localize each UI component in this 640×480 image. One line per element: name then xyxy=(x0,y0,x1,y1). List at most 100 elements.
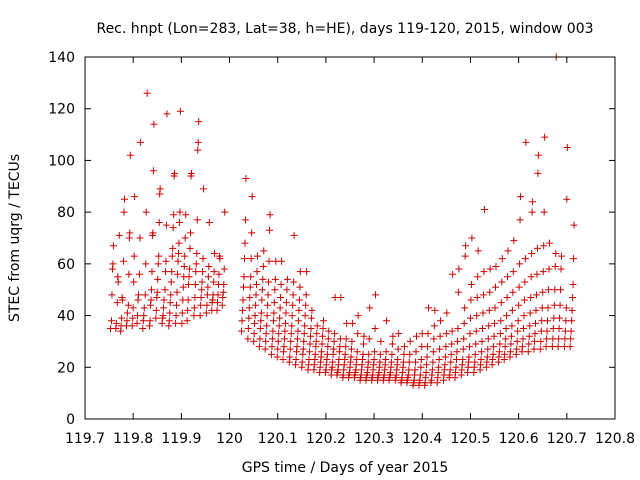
data-point xyxy=(282,299,290,307)
data-point xyxy=(270,309,278,317)
data-point xyxy=(467,281,475,289)
data-point xyxy=(277,293,285,301)
data-point xyxy=(514,327,522,335)
data-point xyxy=(556,301,564,309)
data-point xyxy=(324,343,332,351)
data-point xyxy=(313,330,321,338)
data-point xyxy=(400,343,408,351)
data-point xyxy=(365,350,373,358)
data-point xyxy=(436,345,444,353)
data-point xyxy=(196,312,204,320)
y-tick-label: 60 xyxy=(57,257,75,273)
data-point xyxy=(566,343,574,351)
data-point xyxy=(262,330,270,338)
data-point xyxy=(244,325,252,332)
data-point xyxy=(528,208,536,216)
data-point xyxy=(150,120,158,128)
data-point xyxy=(501,343,509,351)
data-point xyxy=(567,327,575,335)
data-point xyxy=(348,319,356,327)
data-point xyxy=(491,304,499,312)
data-point xyxy=(179,283,187,291)
data-point xyxy=(292,356,300,364)
data-point xyxy=(290,278,298,286)
data-point xyxy=(109,260,117,268)
data-point xyxy=(159,312,167,320)
data-point xyxy=(155,218,163,226)
data-point xyxy=(266,226,274,234)
data-point xyxy=(252,301,260,309)
data-point xyxy=(563,144,571,151)
data-point xyxy=(509,288,517,296)
data-point xyxy=(266,211,274,219)
data-point xyxy=(147,286,155,294)
data-point xyxy=(453,348,461,356)
data-point xyxy=(318,340,326,348)
y-axis-label: STEC from uqrg / TECUs xyxy=(7,154,23,322)
data-point xyxy=(516,260,524,268)
data-point xyxy=(382,356,390,364)
data-point xyxy=(240,255,248,263)
data-point xyxy=(192,268,200,276)
data-point xyxy=(258,296,266,304)
data-point xyxy=(485,322,493,330)
data-point xyxy=(329,358,337,366)
data-point xyxy=(307,325,315,332)
data-point xyxy=(520,312,528,320)
data-point xyxy=(506,348,514,356)
data-point xyxy=(460,335,468,343)
data-point xyxy=(238,317,246,325)
data-point xyxy=(554,343,562,351)
data-point xyxy=(211,250,219,258)
data-point xyxy=(521,278,529,286)
data-point xyxy=(289,291,297,299)
data-point xyxy=(166,299,174,307)
data-point xyxy=(167,278,175,286)
data-point xyxy=(253,281,261,289)
data-point xyxy=(405,358,413,366)
data-point xyxy=(492,283,500,291)
data-point xyxy=(113,299,121,307)
data-point xyxy=(171,169,179,177)
ticks-layer: 119.7 119.8 119.9 120 120.1 120.2 120.3 120.4 12… xyxy=(48,50,635,447)
data-point xyxy=(536,345,544,353)
data-point xyxy=(247,273,255,281)
data-point xyxy=(128,322,136,330)
data-point xyxy=(210,278,218,286)
data-point xyxy=(258,286,266,294)
data-point xyxy=(238,327,246,335)
data-point xyxy=(570,255,578,263)
data-point xyxy=(199,255,207,263)
data-point xyxy=(204,283,212,291)
data-point xyxy=(461,304,469,312)
data-point xyxy=(306,332,314,340)
data-point xyxy=(509,268,517,276)
data-point xyxy=(303,268,311,276)
data-point xyxy=(441,361,449,369)
data-point xyxy=(465,343,473,351)
data-point xyxy=(520,296,528,304)
data-point xyxy=(140,304,148,312)
data-point xyxy=(200,185,208,193)
data-point xyxy=(330,345,338,353)
data-point xyxy=(425,304,433,312)
data-point xyxy=(324,335,332,343)
data-point xyxy=(313,322,321,330)
data-point xyxy=(437,317,445,325)
y-tick-label: 20 xyxy=(57,360,75,376)
data-point xyxy=(540,208,548,216)
data-point xyxy=(193,250,201,258)
x-tick-label: 120.1 xyxy=(258,431,298,447)
data-point xyxy=(282,309,290,317)
data-point xyxy=(337,293,345,301)
x-tick-label: 120.2 xyxy=(306,431,346,447)
data-point xyxy=(480,206,488,214)
data-point xyxy=(518,343,526,351)
data-point xyxy=(289,301,297,309)
data-point xyxy=(261,345,269,353)
data-point xyxy=(479,309,487,317)
data-point xyxy=(517,193,525,201)
data-point xyxy=(522,138,530,146)
data-point xyxy=(246,293,254,301)
